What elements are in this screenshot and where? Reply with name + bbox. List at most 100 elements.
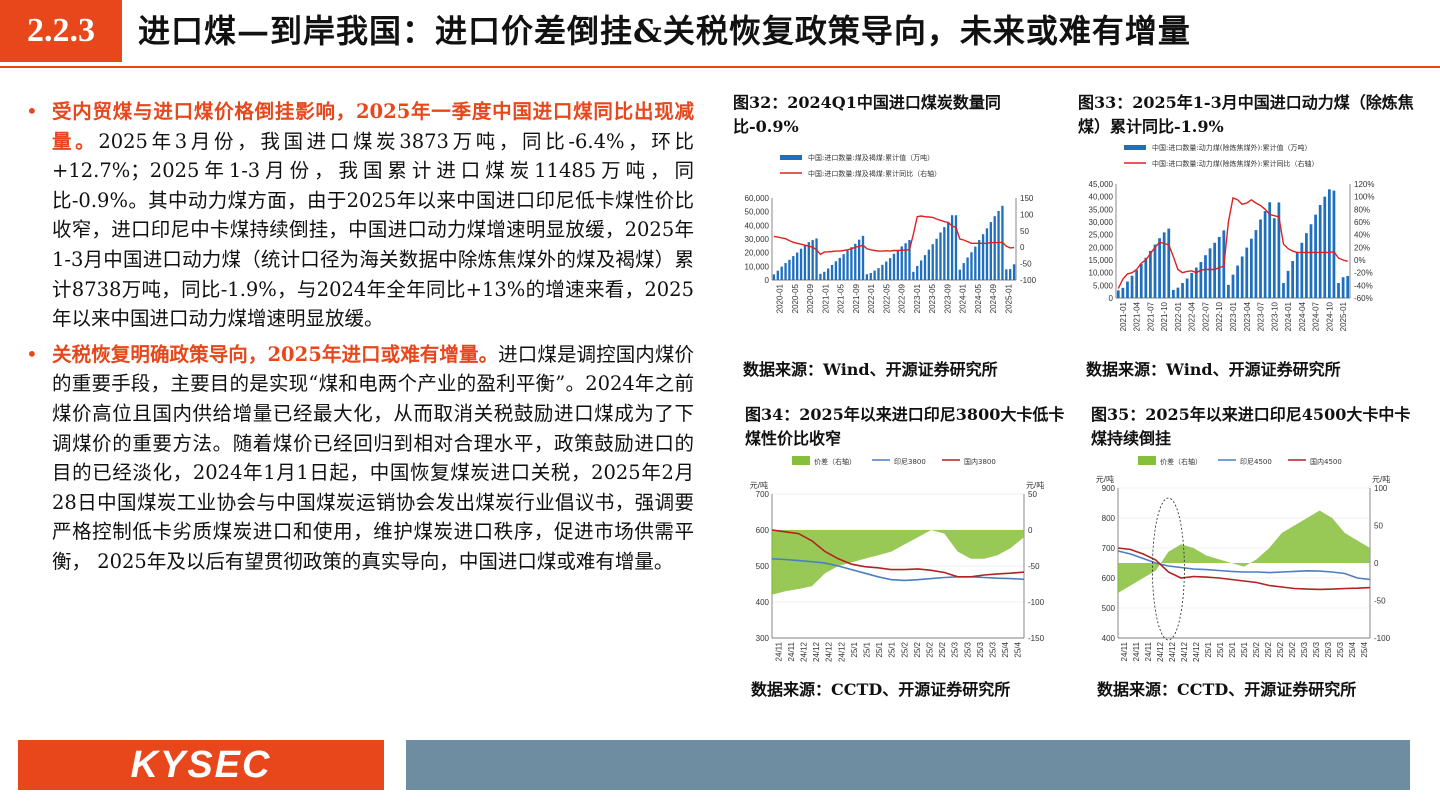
x-tick-label: 24/12	[825, 641, 834, 662]
bar	[892, 253, 896, 280]
bullet-text: 2025年3月份，我国进口煤炭3873万吨，同比-6.4%，环比+12.7%；2…	[52, 129, 694, 331]
x-tick-label: 24/12	[1180, 641, 1189, 662]
y-right-tick-label: -20%	[1354, 269, 1373, 278]
x-tick-label: 25/1	[1228, 641, 1237, 657]
y-left-tick-label: 700	[756, 490, 770, 499]
y-left-tick-label: 20,000	[745, 249, 770, 258]
y-left-tick-label: 600	[1102, 574, 1116, 583]
y-left-tick-label: 600	[756, 526, 770, 535]
kysec-logo: KYSEC	[18, 740, 384, 790]
bar	[1277, 202, 1281, 298]
y-left-tick-label: 0	[1109, 294, 1114, 303]
legend-label: 中国:进口数量:动力煤(除炼焦煤外):累计值（万吨）	[1152, 143, 1312, 152]
bar	[997, 210, 1000, 280]
bar	[923, 255, 927, 280]
bar	[1323, 196, 1327, 298]
y-right-tick-label: 0%	[1354, 256, 1366, 265]
x-tick-label: 24/12	[800, 641, 809, 662]
bar	[950, 215, 954, 280]
legend-label: 价差（右轴）	[814, 457, 856, 466]
chart-coal-import-volume: 中国:进口数量:煤及褐煤:累计值（万吨） 中国:进口数量:煤及褐煤:累计同比（右轴…	[745, 153, 1037, 313]
bar	[939, 232, 942, 280]
bar	[1236, 265, 1239, 298]
y-right-tick-label: 0	[1374, 559, 1379, 568]
bar	[842, 254, 845, 280]
bar	[792, 256, 795, 280]
x-tick-label: 2022-04	[1188, 301, 1197, 331]
x-tick-label: 2024-07	[1312, 301, 1321, 331]
y-right-tick-label: -100	[1374, 634, 1391, 643]
x-tick-label: 2023-01	[913, 283, 922, 313]
legend-label: 价差（右轴）	[1160, 457, 1202, 466]
bar	[954, 215, 958, 280]
bar	[1254, 230, 1258, 298]
bar	[1318, 205, 1322, 298]
x-tick-label: 25/1	[888, 641, 897, 657]
bullet-highlight: 关税恢复明确政策导向，2025年进口或难有增量。	[52, 342, 499, 366]
y-left-tick-label: 45,000	[1089, 180, 1114, 189]
bar	[970, 252, 973, 280]
bar	[881, 264, 884, 280]
bar	[1249, 238, 1253, 298]
x-tick-label: 24/12	[812, 641, 821, 662]
y-left-tick-label: 30,000	[745, 235, 770, 244]
figure-title: 图34：2025年以来进口印尼3800大卡低卡煤性价比收窄	[745, 405, 1065, 448]
x-tick-label: 2022-07	[1201, 301, 1210, 331]
bar	[1204, 255, 1207, 298]
bullet-item: • 关税恢复明确政策导向，2025年进口或难有增量。进口煤是调控国内煤价的重要手…	[22, 340, 694, 577]
domestic-price-line	[771, 529, 1025, 578]
bar	[958, 269, 962, 280]
y-right-tick-label: 100	[1374, 484, 1388, 493]
legend-label: 印尼4500	[1240, 458, 1272, 466]
y-right-tick-label: 40%	[1354, 231, 1370, 240]
figure-title: 图33：2025年1-3月中国进口动力煤（除炼焦煤）累计同比-1.9%	[1078, 93, 1414, 136]
bar	[1116, 290, 1120, 298]
bar	[807, 242, 810, 280]
x-tick-label: 2021-04	[1133, 301, 1142, 331]
bar	[865, 274, 869, 280]
x-tick-label: 2021-01	[1119, 301, 1128, 331]
x-tick-label: 2021-09	[852, 283, 861, 313]
bar	[811, 240, 814, 280]
yoy-line	[773, 215, 1015, 256]
bar	[1227, 284, 1230, 298]
bar	[912, 271, 915, 280]
x-tick-label: 25/3	[1300, 641, 1309, 657]
y-right-tick-label: 80%	[1354, 205, 1370, 214]
x-tick-label: 24/11	[1144, 641, 1153, 661]
bar	[854, 243, 857, 280]
legend-swatch-bar	[1124, 145, 1146, 150]
x-tick-label: 2022-01	[1174, 301, 1183, 331]
bar	[1245, 247, 1249, 298]
figure-source: 数据来源：CCTD、开源证券研究所	[751, 680, 1011, 699]
bar	[1291, 261, 1295, 298]
x-tick-label: 25/4	[1360, 641, 1369, 657]
bar	[1181, 283, 1184, 298]
x-tick-label: 25/1	[1204, 641, 1213, 657]
bar	[1272, 218, 1276, 298]
y-right-tick-label: 50	[1374, 522, 1383, 531]
bar	[1263, 211, 1267, 298]
bar	[796, 252, 799, 280]
x-tick-label: 2021-01	[821, 283, 830, 313]
bar	[1149, 250, 1152, 298]
x-tick-label: 24/11	[787, 641, 796, 661]
y-right-tick-label: 0	[1028, 526, 1033, 535]
legend-label: 中国:进口数量:动力煤(除炼焦煤外):累计同比（右轴）	[1152, 159, 1319, 168]
x-tick-label: 2021-05	[837, 283, 846, 313]
y-right-tick-label: 50	[1028, 490, 1037, 499]
bar	[888, 258, 892, 280]
figure-title: 图35：2025年以来进口印尼4500大卡中卡煤持续倒挂	[1091, 405, 1411, 448]
x-tick-label: 25/2	[926, 641, 935, 657]
bar	[935, 238, 938, 280]
x-tick-label: 25/1	[863, 641, 872, 657]
bar	[1282, 283, 1285, 298]
bar	[966, 257, 969, 280]
bar	[1009, 269, 1012, 280]
bar	[1300, 242, 1304, 298]
figure-source: 数据来源：Wind、开源证券研究所	[1086, 360, 1341, 379]
bar	[772, 274, 776, 280]
y-left-unit: 元/吨	[750, 480, 768, 490]
